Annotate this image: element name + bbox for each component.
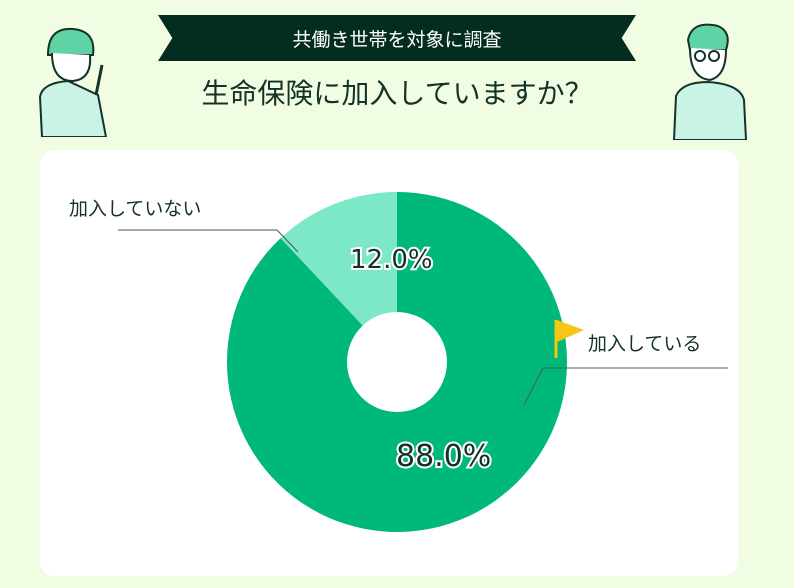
page-title: 生命保険に加入していますか？ <box>201 77 593 110</box>
data-label-not-enrolled: 12.0% <box>350 245 433 275</box>
flag-icon <box>554 320 584 358</box>
data-label-enrolled: 88.0% <box>396 439 491 474</box>
person-right-illustration <box>672 23 748 140</box>
person-left-illustration <box>38 27 108 137</box>
banner-text: 共働き世帯を対象に調査 <box>292 28 502 51</box>
banner: 共働き世帯を対象に調査 <box>158 15 636 61</box>
legend-label-enrolled: 加入している <box>588 333 701 355</box>
slice-not-enrolled <box>280 192 397 362</box>
leader-line-not-enrolled-diag <box>276 229 299 253</box>
legend-label-not-enrolled: 加入していない <box>69 198 201 220</box>
leader-line-enrolled-diag <box>523 367 544 406</box>
donut-hole <box>347 312 447 412</box>
